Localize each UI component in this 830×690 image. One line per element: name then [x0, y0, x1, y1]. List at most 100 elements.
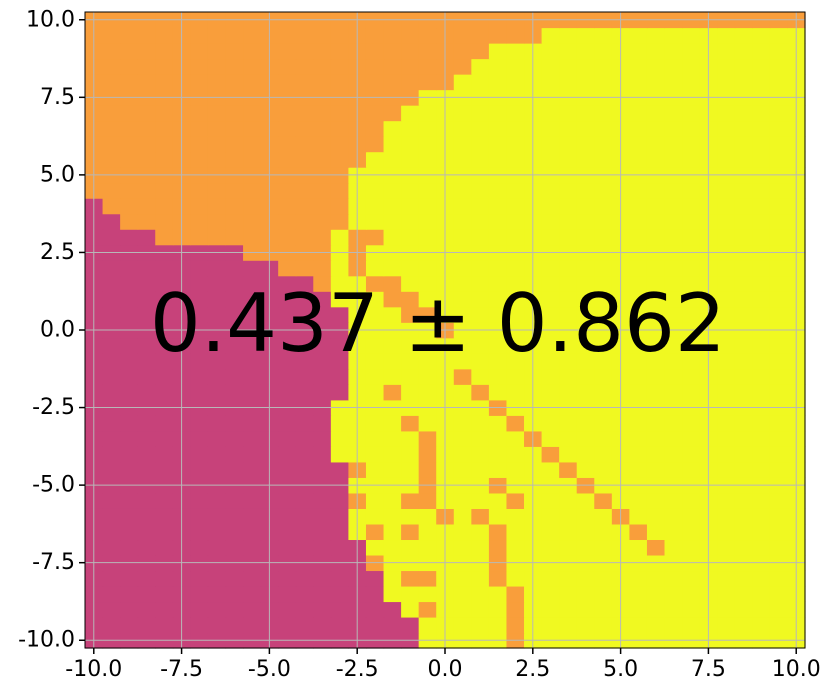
heatmap-cell [559, 151, 578, 168]
heatmap-cell [207, 353, 227, 370]
heatmap-cell [594, 74, 613, 91]
heatmap-cell [576, 384, 595, 401]
heatmap-cell [664, 43, 683, 60]
heatmap-cell [383, 27, 402, 44]
heatmap-cell [383, 508, 402, 525]
heatmap-cell [313, 384, 332, 401]
heatmap-cell [488, 337, 508, 354]
heatmap-cell [155, 461, 174, 478]
heatmap-cell [102, 74, 121, 91]
heatmap-cell [383, 616, 402, 634]
heatmap-cell [365, 260, 385, 277]
heatmap-cell [752, 198, 771, 215]
heatmap-cell [278, 105, 297, 122]
heatmap-cell [137, 105, 156, 122]
heatmap-cell [418, 585, 437, 603]
heatmap-cell [155, 275, 174, 292]
heatmap-cell [559, 306, 578, 323]
heatmap-cell [594, 570, 613, 587]
heatmap-cell [120, 74, 139, 91]
heatmap-cell [664, 306, 683, 323]
heatmap-cell [137, 182, 156, 199]
heatmap-cell [541, 570, 560, 587]
heatmap-cell [752, 585, 771, 603]
heatmap-cell [506, 461, 525, 478]
heatmap-cell [664, 461, 683, 478]
heatmap-cell [629, 151, 648, 168]
heatmap-cell [664, 105, 683, 122]
heatmap-cell [541, 151, 560, 168]
heatmap-cell [471, 136, 490, 153]
heatmap-cell [717, 151, 736, 168]
heatmap-cell [488, 74, 508, 91]
heatmap-cell [769, 151, 789, 168]
heatmap-cell [295, 492, 314, 509]
heatmap-cell [120, 260, 139, 277]
heatmap-cell [120, 337, 139, 354]
heatmap-cell [471, 523, 490, 541]
heatmap-cell [629, 492, 648, 509]
heatmap-cell [295, 43, 314, 60]
heatmap-cell [471, 151, 490, 168]
heatmap-cell [295, 291, 314, 308]
heatmap-cell [576, 198, 595, 215]
heatmap-cell [506, 105, 525, 122]
heatmap-cell [594, 229, 613, 246]
heatmap-cell [243, 58, 262, 75]
heatmap-cell [313, 337, 332, 354]
heatmap-cell [137, 616, 156, 634]
heatmap-cell [190, 306, 209, 323]
heatmap-cell [506, 213, 525, 230]
heatmap-cell [769, 570, 789, 587]
heatmap-cell [365, 198, 385, 215]
heatmap-cell [541, 291, 560, 308]
heatmap-cell [594, 105, 613, 122]
heatmap-cell [120, 27, 139, 44]
heatmap-cell [559, 198, 578, 215]
heatmap-cell [120, 508, 139, 525]
heatmap-cell [471, 415, 490, 432]
heatmap-cell [769, 601, 789, 618]
heatmap-cell [453, 616, 472, 634]
heatmap-cell [646, 229, 666, 246]
heatmap-cell [629, 539, 648, 556]
x-tick-label: 0.0 [428, 657, 463, 682]
heatmap-cell [155, 291, 174, 308]
heatmap-cell [295, 213, 314, 230]
heatmap-cell [682, 198, 701, 215]
heatmap-cell [664, 508, 683, 525]
heatmap-cell [207, 415, 227, 432]
heatmap-cell [471, 585, 490, 603]
heatmap-cell [541, 616, 560, 634]
heatmap-cell [769, 415, 789, 432]
heatmap-cell [752, 368, 771, 385]
heatmap-cell [646, 446, 666, 463]
heatmap-cell [313, 105, 332, 122]
heatmap-cell [682, 260, 701, 277]
heatmap-cell [734, 415, 753, 432]
y-tick-label: 7.5 [40, 85, 75, 110]
heatmap-cell [734, 585, 753, 603]
heatmap-cell [207, 198, 227, 215]
heatmap-cell [330, 616, 350, 634]
heatmap-cell [225, 105, 244, 122]
heatmap-cell [401, 43, 420, 60]
heatmap-cell [102, 151, 121, 168]
heatmap-cell [471, 260, 490, 277]
heatmap-cell [541, 353, 560, 370]
heatmap-cell [664, 368, 683, 385]
heatmap-cell [207, 539, 227, 556]
heatmap-cell [752, 58, 771, 75]
heatmap-cell [576, 213, 595, 230]
heatmap-cell [278, 353, 297, 370]
heatmap-cell [453, 120, 472, 137]
heatmap-cell [401, 182, 420, 199]
heatmap-cell [559, 136, 578, 153]
heatmap-cell [576, 601, 595, 618]
heatmap-cell [752, 508, 771, 525]
heatmap-cell [418, 151, 437, 168]
heatmap-cell [646, 306, 666, 323]
heatmap-cell [120, 446, 139, 463]
heatmap-cell [682, 585, 701, 603]
heatmap-cell [243, 461, 262, 478]
